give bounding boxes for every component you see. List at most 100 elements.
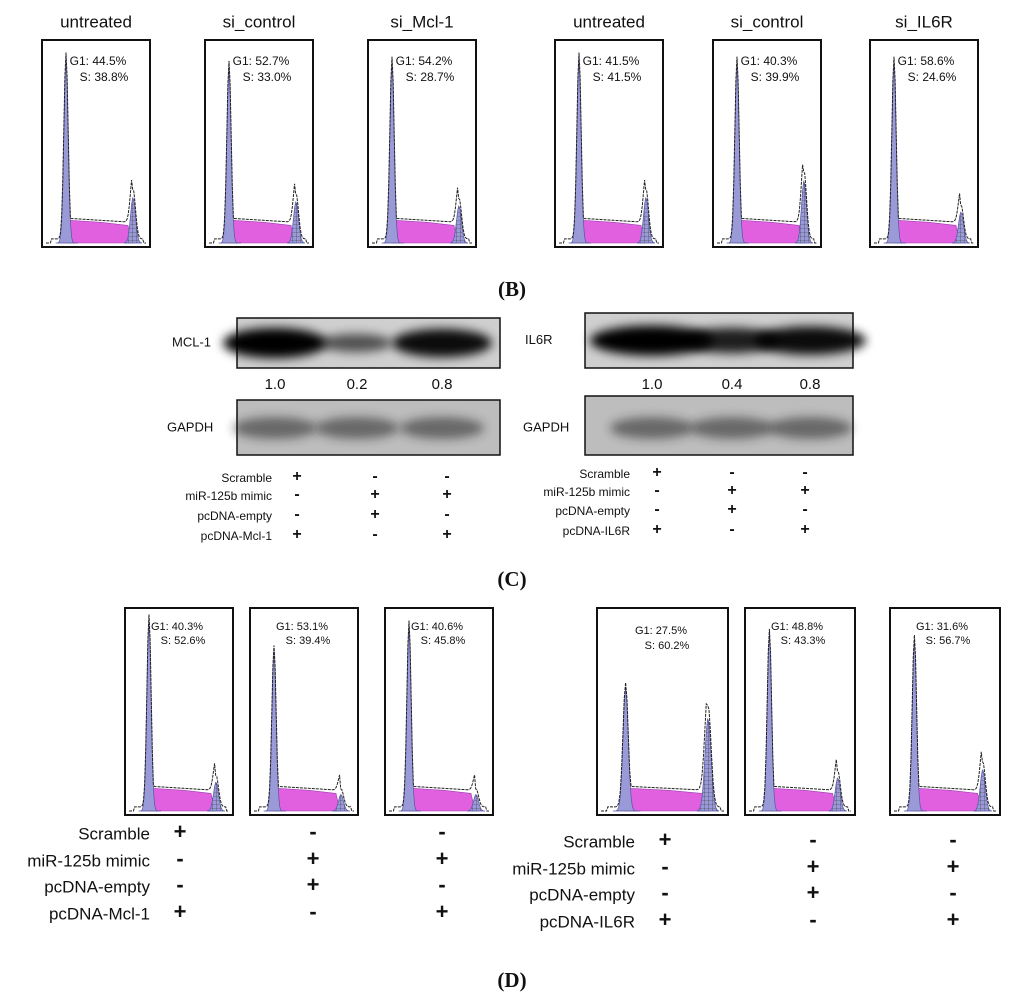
g1-percent: G1: 53.1% [276,621,328,633]
condition-sign: + [652,521,661,538]
blot-band [392,328,492,358]
g2-peak [696,718,720,812]
condition-sign: - [294,506,299,523]
g2-peak [973,769,992,812]
condition-sign: - [372,526,377,543]
condition-sign: + [292,526,301,543]
g1-peak [612,686,641,812]
condition-sign: - [309,899,316,924]
s-percent: S: 24.6% [908,70,957,84]
blot-band [400,417,484,439]
condition-sign: + [436,846,449,871]
s-percent: S: 43.3% [781,635,826,647]
condition-sign: + [659,827,672,852]
histogram-outline [601,682,725,812]
condition-label: pcDNA-Mcl-1 [49,904,150,923]
condition-sign: - [802,501,807,518]
condition-sign: + [947,907,960,932]
plot-title: untreated [573,12,645,31]
s-percent: S: 52.6% [161,635,206,647]
histogram-outline [559,52,659,244]
condition-label: pcDNA-empty [197,509,272,523]
condition-label: Scramble [563,832,635,851]
blot-band [223,328,327,358]
condition-sign: + [727,501,736,518]
s-percent: S: 38.8% [80,70,129,84]
histogram-outline [129,614,229,812]
condition-sign: - [176,846,183,871]
condition-sign: + [307,846,320,871]
histogram-outline [894,635,996,812]
histogram-outline [749,628,851,812]
histogram-outline [46,52,146,244]
g1-percent: G1: 40.3% [741,54,798,68]
condition-sign: + [807,854,820,879]
panel-label-text: (C) [497,567,526,591]
blot-band [684,327,780,354]
condition-label: pcDNA-empty [529,885,635,904]
s-percent: S: 39.9% [751,70,800,84]
g2-peak [449,205,469,244]
condition-label: miR-125b mimic [27,851,150,870]
band-ratio: 1.0 [265,376,286,393]
plot-frame [869,39,979,248]
condition-sign: + [947,854,960,879]
g1-percent: G1: 54.2% [396,54,453,68]
g1-percent: G1: 44.5% [70,54,127,68]
condition-label: miR-125b mimic [512,859,635,878]
condition-sign: - [372,468,377,485]
condition-label: pcDNA-empty [44,877,150,896]
condition-label: pcDNA-empty [555,504,630,518]
plot-frame [124,607,234,816]
condition-sign: - [654,482,659,499]
g2-peak [466,794,486,812]
condition-sign: - [949,880,956,905]
histogram-outline [209,60,309,244]
condition-sign: - [654,501,659,518]
condition-sign: + [307,872,320,897]
g2-peak [951,211,971,244]
g2-peak [206,781,226,812]
condition-sign: + [370,486,379,503]
condition-label: pcDNA-IL6R [540,912,635,931]
plot-title: si_control [223,12,296,31]
histogram-outline [717,56,818,244]
g1-percent: G1: 31.6% [916,621,968,633]
blot-band [690,417,774,439]
plot-title: si_IL6R [895,12,953,31]
panel-label: (C) [497,567,526,591]
s-percent: S: 28.7% [406,70,455,84]
plot-title: si_control [731,12,804,31]
condition-sign: + [292,468,301,485]
histogram-outline [254,645,354,812]
blot-control: GAPDH [523,419,569,434]
s-percent: S: 45.8% [421,635,466,647]
condition-sign: + [800,482,809,499]
g2-peak [828,777,847,812]
condition-sign: - [949,827,956,852]
g2-peak [331,794,351,812]
g2-peak [123,196,143,244]
g1-percent: G1: 27.5% [635,625,687,637]
band-ratio: 0.8 [800,376,821,393]
condition-sign: + [659,907,672,932]
condition-sign: - [809,827,816,852]
condition-sign: - [444,506,449,523]
s-percent: S: 41.5% [593,70,642,84]
panel-label-text: (B) [498,277,526,301]
condition-sign: + [442,486,451,503]
condition-sign: - [438,819,445,844]
condition-sign: + [370,506,379,523]
plot-title: untreated [60,12,132,31]
g1-percent: G1: 48.8% [771,621,823,633]
histogram-outline [874,56,974,244]
blot-band [315,417,399,439]
blot-band [610,417,694,439]
condition-label: miR-125b mimic [543,485,630,499]
condition-sign: - [176,872,183,897]
g1-percent: G1: 40.3% [151,621,203,633]
condition-sign: + [174,899,187,924]
condition-sign: - [729,464,734,481]
plot-frame [249,607,359,816]
